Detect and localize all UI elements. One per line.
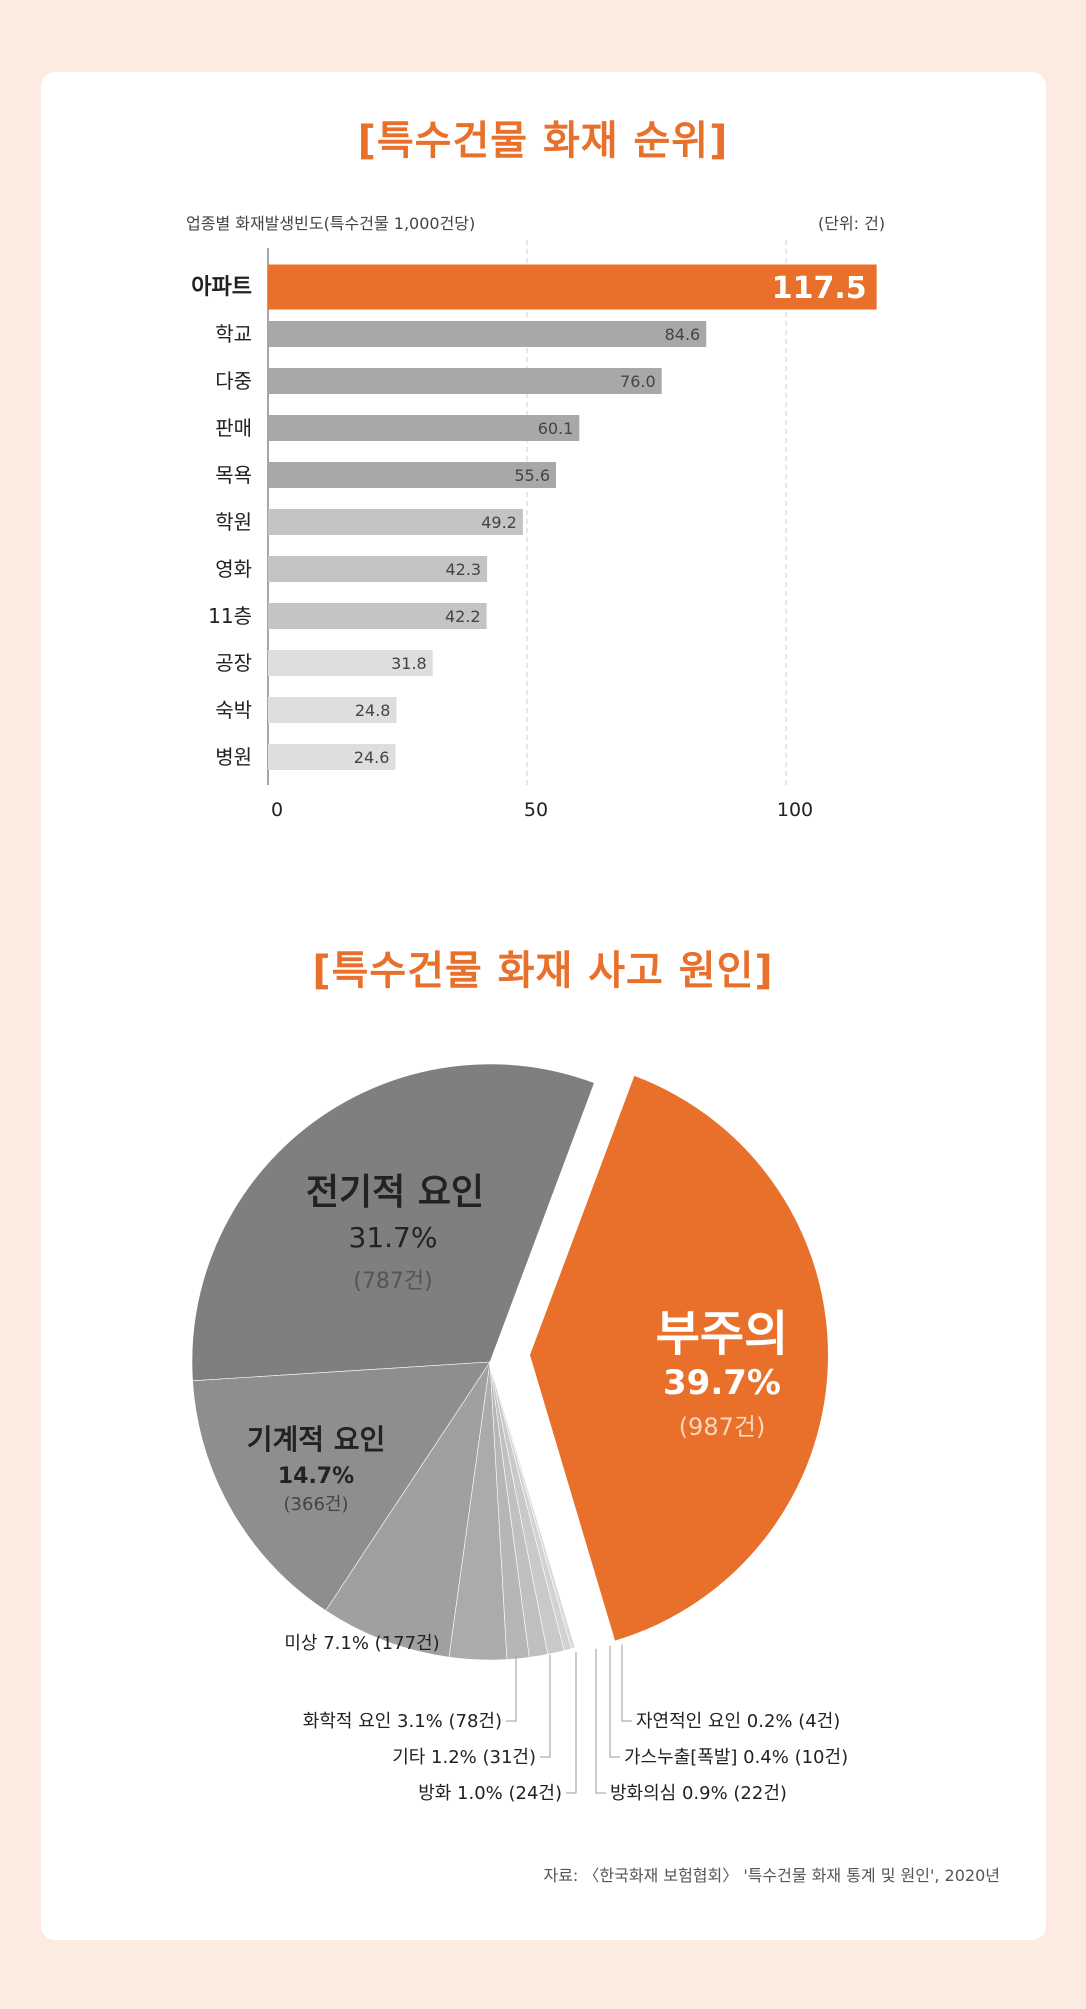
bar (268, 744, 396, 770)
pie-slice (489, 1361, 576, 1650)
slice-label: 기계적 요인 (247, 1423, 386, 1456)
slice-label: 부주의 (656, 1306, 788, 1362)
leader-line (595, 1648, 606, 1794)
bar (268, 650, 433, 676)
category-label: 학교 (215, 322, 252, 346)
leader-line (506, 1655, 517, 1722)
pie-slice (530, 1075, 828, 1641)
leader-line (609, 1645, 620, 1758)
bar (268, 509, 523, 535)
slice-count: (987건) (679, 1413, 766, 1441)
x-tick-label: 100 (777, 799, 813, 821)
bar (268, 264, 877, 310)
category-label: 숙박 (215, 698, 252, 722)
data-label: 31.8 (391, 654, 427, 673)
data-label: 24.8 (355, 701, 391, 720)
data-label: 42.2 (445, 607, 481, 626)
data-label: 49.2 (481, 513, 517, 532)
category-label: 11층 (208, 604, 252, 628)
category-label: 영화 (215, 557, 252, 581)
bar-chart-title: [특수건물 화재 순위] (357, 118, 729, 164)
category-label: 다중 (215, 369, 252, 393)
slice-count: (787건) (353, 1269, 432, 1294)
bar (268, 368, 662, 394)
pie-slice (325, 1361, 491, 1658)
slice-callout: 방화 1.0% (24건) (418, 1783, 562, 1804)
slice-callout: 가스누출[폭발] 0.4% (10건) (624, 1747, 848, 1768)
bar (268, 603, 487, 629)
bar-chart-subtitle: 업종별 화재발생빈도(특수건물 1,000건당) (186, 214, 476, 233)
leader-line (621, 1644, 632, 1722)
leader-line (566, 1652, 577, 1794)
data-label: 55.6 (514, 466, 550, 485)
category-label: 목욕 (215, 463, 252, 487)
bar (268, 462, 557, 488)
bar-chart: 아파트 117.5 학교 84.6 다중 76.0 판매 60.1 목욕 55.6 학원 49.2 영화… (191, 240, 877, 821)
bar-chart-unit: (단위: 건) (818, 214, 886, 233)
data-label: 76.0 (620, 372, 656, 391)
category-label: 학원 (215, 510, 252, 534)
bar (268, 697, 397, 723)
slice-callout: 자연적인 요인 0.2% (4건) (636, 1711, 840, 1732)
data-label: 117.5 (772, 271, 867, 306)
slice-callout: 화학적 요인 3.1% (78건) (303, 1711, 502, 1732)
category-label: 병원 (215, 745, 252, 769)
x-tick-label: 0 (271, 799, 283, 821)
bar (268, 556, 488, 582)
category-label: 판매 (215, 416, 252, 440)
slice-callout: 미상 7.1% (177건) (284, 1633, 439, 1654)
x-tick-label: 50 (524, 799, 548, 821)
source-note: 자료: 〈한국화재 보험협회〉 '특수건물 화재 통계 및 원인', 2020년 (543, 1866, 1000, 1885)
category-label: 공장 (215, 651, 252, 675)
slice-callout: 기타 1.2% (31건) (392, 1747, 536, 1768)
bar (268, 321, 707, 347)
data-label: 24.6 (354, 748, 390, 767)
slice-callout: 방화의심 0.9% (22건) (610, 1783, 787, 1804)
slice-percent: 31.7% (349, 1221, 438, 1254)
category-label: 아파트 (191, 275, 252, 300)
data-label: 60.1 (538, 419, 574, 438)
data-label: 42.3 (445, 560, 481, 579)
slice-percent: 14.7% (278, 1464, 354, 1489)
slice-label: 전기적 요인 (306, 1172, 484, 1213)
pie-slice (192, 1361, 491, 1612)
bar (268, 415, 580, 441)
leader-line (540, 1654, 551, 1758)
data-label: 84.6 (665, 325, 701, 344)
slice-percent: 39.7% (663, 1363, 781, 1403)
pie-slice (191, 1063, 595, 1382)
pie-chart-title: [특수건물 화재 사고 원인] (312, 948, 774, 994)
slice-count: (366건) (284, 1494, 349, 1515)
